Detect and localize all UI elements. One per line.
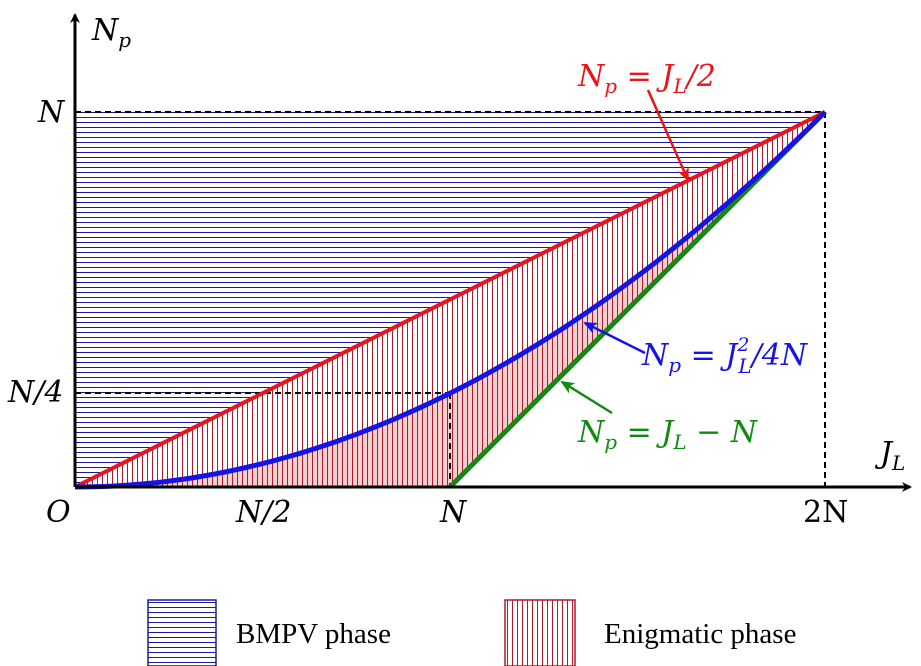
shift-line-arrow [560, 380, 613, 415]
parabola-curve [74, 110, 827, 490]
y-axis-label: Np [91, 13, 131, 52]
x-tick-n: N [439, 495, 468, 530]
half-line-arrow [646, 89, 690, 182]
y-tick-n: N [37, 95, 66, 130]
y-tick-quarter: N/4 [7, 375, 63, 410]
half-line-curve [74, 110, 826, 489]
shift-line-label: Np = JL − N [577, 415, 759, 454]
origin-label: O [46, 495, 71, 530]
legend-enigmatic-swatch [504, 599, 576, 666]
x-axis-label: JL [874, 436, 905, 475]
half-line-label: Np = JL/2 [577, 59, 716, 98]
legend-bmpv-swatch [147, 599, 217, 666]
parabola-arrow [583, 321, 646, 355]
parabola-label: Np = J2 L/4N [641, 334, 809, 378]
legend-bmpv-label: BMPV phase [236, 618, 391, 650]
legend-enigmatic-label: Enigmatic phase [604, 618, 796, 650]
x-tick-2n: 2N [803, 495, 848, 530]
x-tick-half: N/2 [235, 495, 291, 530]
